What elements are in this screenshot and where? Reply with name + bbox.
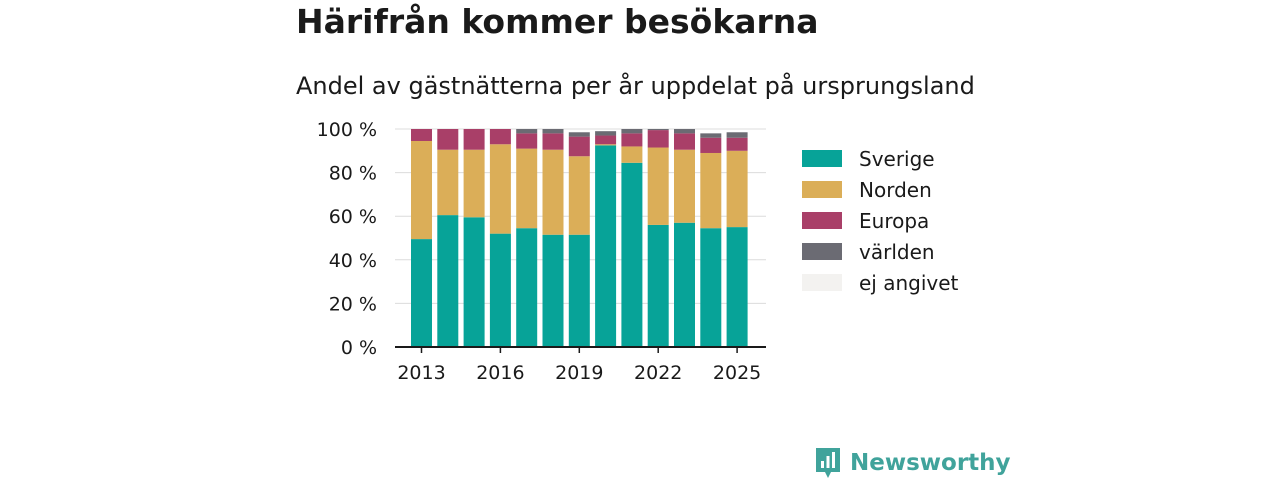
bar-segment: [463, 129, 485, 150]
bar-segment: [595, 144, 617, 146]
bar-segment: [647, 129, 669, 131]
bar-segment: [463, 217, 485, 347]
axes: 0 % 20 % 40 % 60 % 80 % 100 % 2013 2016 2019 2022…: [317, 119, 766, 384]
x-tick-label: 2016: [476, 362, 524, 384]
bar-segment: [621, 162, 643, 347]
bar-segment: [700, 137, 722, 153]
bar-segment: [700, 133, 722, 138]
bar-segment: [595, 145, 617, 347]
bar-segment: [726, 227, 748, 347]
legend-label: Sverige: [859, 147, 935, 171]
bar-segment: [568, 234, 590, 347]
x-tick-label: 2013: [397, 362, 445, 384]
bar-segment: [621, 129, 643, 134]
y-tick-label: 80 %: [329, 163, 377, 185]
bar-segment: [700, 228, 722, 347]
x-tick-label: 2025: [713, 362, 761, 384]
bar-segment: [516, 148, 538, 229]
bar-segment: [726, 132, 748, 138]
bar-segment: [621, 146, 643, 163]
bar-segment: [489, 233, 511, 347]
chart-subtitle: Andel av gästnätterna per år uppdelat på…: [296, 72, 975, 100]
brand-name: Newsworthy: [850, 450, 1011, 476]
x-tick-label: 2022: [634, 362, 682, 384]
legend-swatch: [802, 181, 842, 198]
bar-segment: [411, 239, 432, 347]
newsworthy-logo-icon: [816, 448, 840, 478]
legend-swatch: [802, 150, 842, 167]
bar-segment: [542, 149, 564, 235]
bar-segment: [674, 222, 695, 347]
bar-segment: [568, 136, 590, 157]
bar-segment: [726, 150, 748, 228]
y-tick-label: 100 %: [317, 119, 377, 141]
chart-title: Härifrån kommer besökarna: [296, 2, 819, 41]
bar-segment: [595, 131, 617, 136]
bar-segment: [411, 140, 432, 240]
y-tick-label: 40 %: [329, 250, 377, 272]
bar-segment: [568, 132, 590, 137]
y-tick-label: 60 %: [329, 206, 377, 228]
bar-segment: [726, 137, 748, 151]
bar-segment: [674, 149, 695, 223]
legend-label: ej angivet: [859, 271, 959, 295]
bar-segment: [542, 133, 564, 150]
brand-logo: Newsworthy: [814, 446, 1011, 480]
y-tick-label: 20 %: [329, 293, 377, 315]
bar-segment: [437, 149, 459, 216]
legend-label: världen: [859, 240, 935, 264]
legend-swatch: [802, 243, 842, 260]
bar-segment: [437, 215, 459, 347]
legend-label: Norden: [859, 178, 932, 202]
bar-segment: [621, 133, 643, 147]
legend: Sverige Norden Europa världen ej angivet: [802, 147, 959, 295]
bar-segment: [542, 234, 564, 347]
bar-segment: [489, 144, 511, 234]
bar-segment: [674, 133, 695, 150]
bar-segment: [542, 129, 564, 134]
bar-segment: [595, 135, 617, 145]
legend-swatch: [802, 212, 842, 229]
bar-segment: [437, 129, 459, 150]
stacked-bar-chart: 0 % 20 % 40 % 60 % 80 % 100 % 2013 2016 2019 2022…: [317, 119, 959, 384]
bar-segment: [516, 228, 538, 347]
bar-segment: [516, 129, 538, 134]
legend-label: Europa: [859, 209, 929, 233]
bar-segment: [647, 130, 669, 148]
bar-segment: [568, 156, 590, 235]
bar-segment: [463, 149, 485, 218]
bar-segment: [411, 129, 432, 141]
bar-segment: [700, 152, 722, 229]
bar-segment: [516, 133, 538, 149]
bar-segment: [647, 224, 669, 347]
bar-segment: [674, 129, 695, 134]
bars: [411, 129, 748, 347]
y-tick-label: 0 %: [341, 337, 377, 359]
bar-segment: [647, 147, 669, 225]
legend-swatch: [802, 274, 842, 291]
x-tick-label: 2019: [555, 362, 603, 384]
bar-segment: [489, 129, 511, 145]
